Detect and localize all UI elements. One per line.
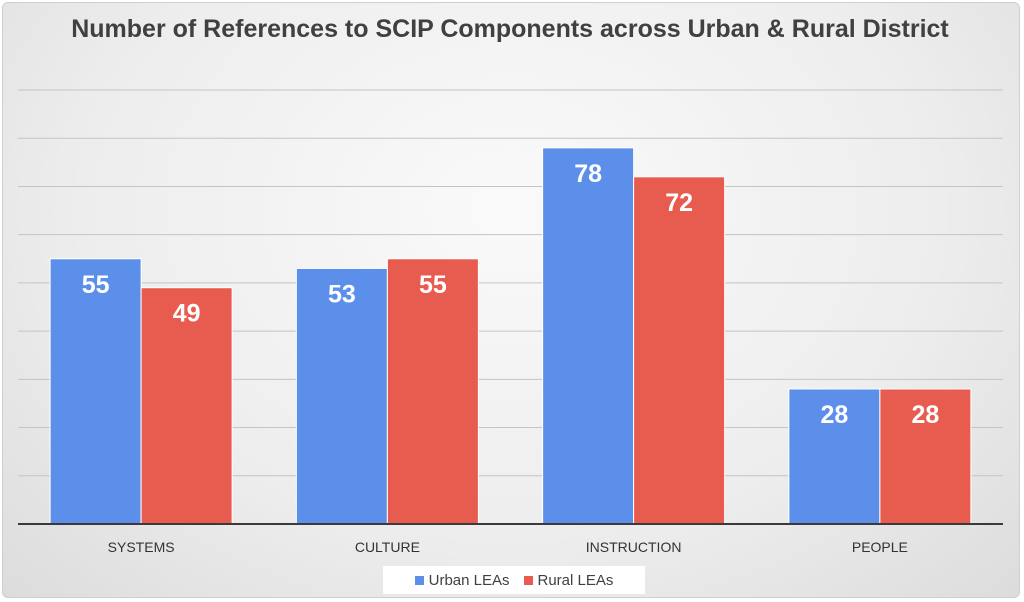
legend-swatch-urban [414, 575, 424, 585]
chart-title: Number of References to SCIP Components … [71, 15, 949, 43]
data-label: 49 [173, 300, 201, 328]
legend-item-rural: Rural LEAs [523, 571, 614, 589]
category-label-culture: CULTURE [355, 539, 420, 555]
legend-label-rural: Rural LEAs [537, 571, 614, 589]
category-label-systems: SYSTEMS [108, 539, 175, 555]
bar-urban-leas-people [788, 388, 881, 525]
bar-rural-leas-instruction [633, 176, 726, 525]
bar-chart-plot: 55 49 SYSTEMS 53 55 CULTURE 78 72 INSTRUCTION 28 2… [18, 89, 1003, 555]
data-label: 55 [419, 271, 447, 299]
bar-urban-leas-systems [49, 258, 142, 525]
category-label-instruction: INSTRUCTION [586, 539, 682, 555]
legend-label-urban: Urban LEAs [428, 571, 510, 589]
chart-legend: Urban LEAs Rural LEAs [383, 566, 645, 594]
bar-urban-leas-culture [295, 267, 388, 525]
legend-swatch-rural [523, 575, 533, 585]
legend-item-urban: Urban LEAs [414, 571, 510, 589]
data-label: 53 [328, 280, 356, 308]
data-label: 28 [820, 401, 848, 429]
data-label: 28 [911, 401, 939, 429]
bar-rural-leas-culture [386, 258, 479, 525]
data-label: 72 [665, 189, 693, 217]
category-label-people: PEOPLE [852, 539, 908, 555]
bar-urban-leas-instruction [542, 147, 635, 525]
data-label: 55 [82, 271, 110, 299]
data-label: 78 [574, 160, 602, 188]
bar-rural-leas-systems [140, 287, 233, 525]
